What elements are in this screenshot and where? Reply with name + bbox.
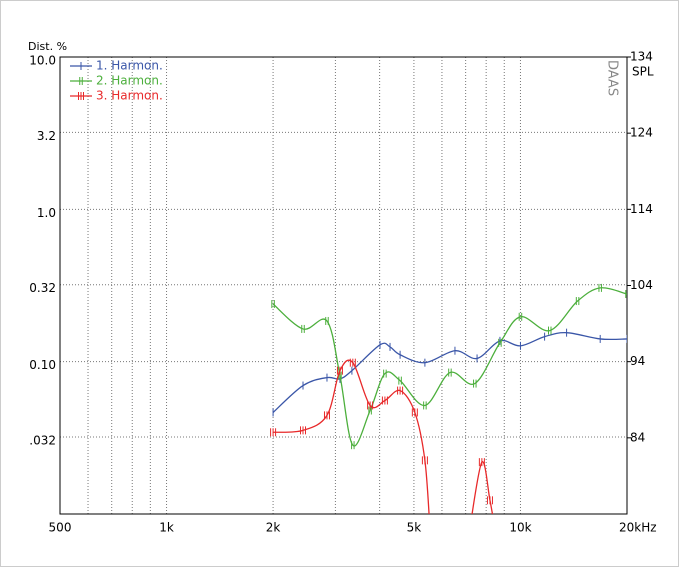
point-marker (411, 408, 418, 417)
y-tick-label: 3.2 (37, 129, 56, 143)
point-marker (300, 426, 307, 435)
point-marker (518, 312, 523, 321)
x-tick-label: 2k (266, 521, 281, 535)
point-marker (383, 369, 387, 378)
x-tick-label: 10k (509, 521, 531, 535)
point-marker (473, 379, 477, 388)
y2-tick-label: 84 (630, 430, 645, 444)
point-marker (575, 297, 580, 306)
y2-tick-label: 114 (630, 202, 653, 216)
x-tick-label: 20kHz (619, 521, 657, 535)
point-marker (323, 411, 330, 420)
point-marker (349, 358, 356, 367)
y2-tick-label: 124 (630, 126, 653, 140)
y-tick-label: 1.0 (37, 206, 56, 220)
y-tick-label: 0.10 (29, 358, 56, 372)
point-marker (336, 366, 343, 375)
point-marker (598, 283, 602, 292)
x-tick-label: 5k (407, 521, 422, 535)
x-tick-label: 1k (159, 521, 174, 535)
point-marker (271, 300, 275, 309)
x-tick-label: 500 (49, 521, 72, 535)
y-tick-label: 10.0 (29, 54, 56, 68)
y-tick-label: 0.32 (29, 281, 56, 295)
point-marker (351, 441, 355, 450)
point-marker (325, 316, 329, 325)
point-marker (486, 496, 493, 505)
plot-frame (59, 56, 628, 515)
legend-label: 3. Harmon. (96, 89, 163, 103)
y2-tick-label: 104 (630, 278, 653, 292)
legend-label: 2. Harmon. (96, 74, 163, 88)
point-marker (423, 401, 427, 410)
point-marker (367, 401, 374, 410)
y-axis-label: Dist. % (28, 40, 67, 53)
point-marker (498, 338, 502, 347)
watermark: DAAS (605, 60, 620, 96)
y2-axis-label: SPL (632, 65, 654, 79)
point-marker (397, 386, 404, 395)
point-marker (625, 290, 627, 299)
y2-tick-label: 94 (630, 354, 645, 368)
point-marker (368, 406, 372, 415)
series-line (272, 287, 627, 447)
point-marker (301, 324, 305, 333)
point-marker (381, 396, 388, 405)
y-tick-label: .032 (29, 434, 56, 448)
legend-label: 1. Harmon. (96, 59, 163, 73)
point-marker (421, 456, 428, 465)
point-marker (478, 458, 485, 467)
point-marker (548, 326, 552, 335)
point-marker (398, 376, 402, 385)
point-marker (448, 368, 452, 377)
y2-tick-label: 134 (630, 50, 653, 64)
point-marker (270, 428, 277, 437)
plot-area (270, 283, 627, 514)
